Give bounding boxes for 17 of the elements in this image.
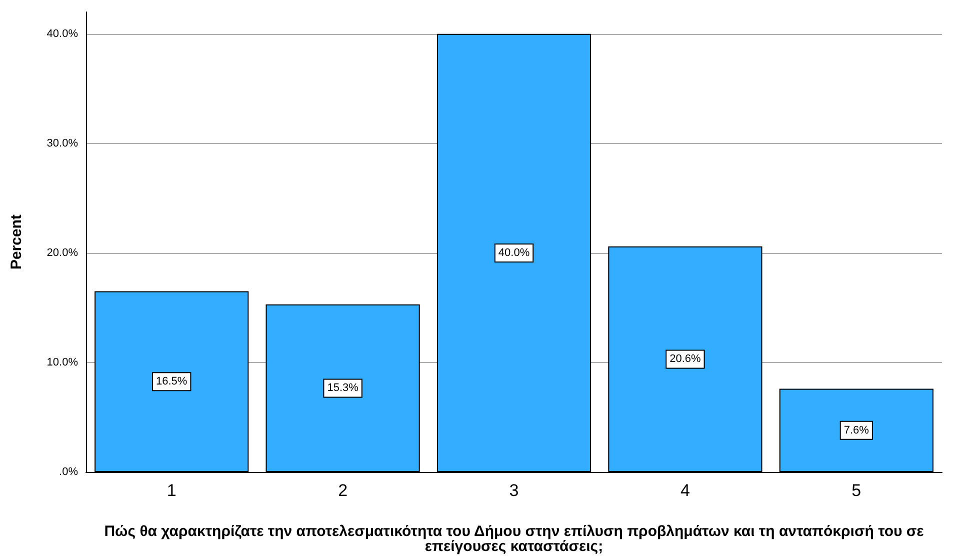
y-tick-label: 10.0% xyxy=(46,356,78,368)
x-tick-label: 2 xyxy=(338,481,348,500)
x-tick-label: 3 xyxy=(509,481,519,500)
data-label: 40.0% xyxy=(498,246,530,259)
x-axis-title: Πώς θα χαρακτηρίζατε την αποτελεσματικότητα του Δήμου στην επίλυση προβλημάτων και τη ανταπόκρισή του σε επείγουσες καταστάσεις; xyxy=(104,523,924,555)
data-label: 20.6% xyxy=(670,353,702,366)
y-axis-title: Percent xyxy=(8,214,25,270)
y-tick-label: 30.0% xyxy=(46,137,78,150)
y-tick-label: 40.0% xyxy=(46,28,78,40)
y-tick-label: .0% xyxy=(59,466,78,478)
data-label: 7.6% xyxy=(844,424,870,436)
y-tick-label: 20.0% xyxy=(46,246,78,259)
data-label: 16.5% xyxy=(156,376,188,388)
data-label: 15.3% xyxy=(327,382,359,394)
x-tick-label: 1 xyxy=(166,481,176,500)
x-tick-label: 4 xyxy=(680,481,690,500)
x-tick-label: 5 xyxy=(852,481,862,500)
